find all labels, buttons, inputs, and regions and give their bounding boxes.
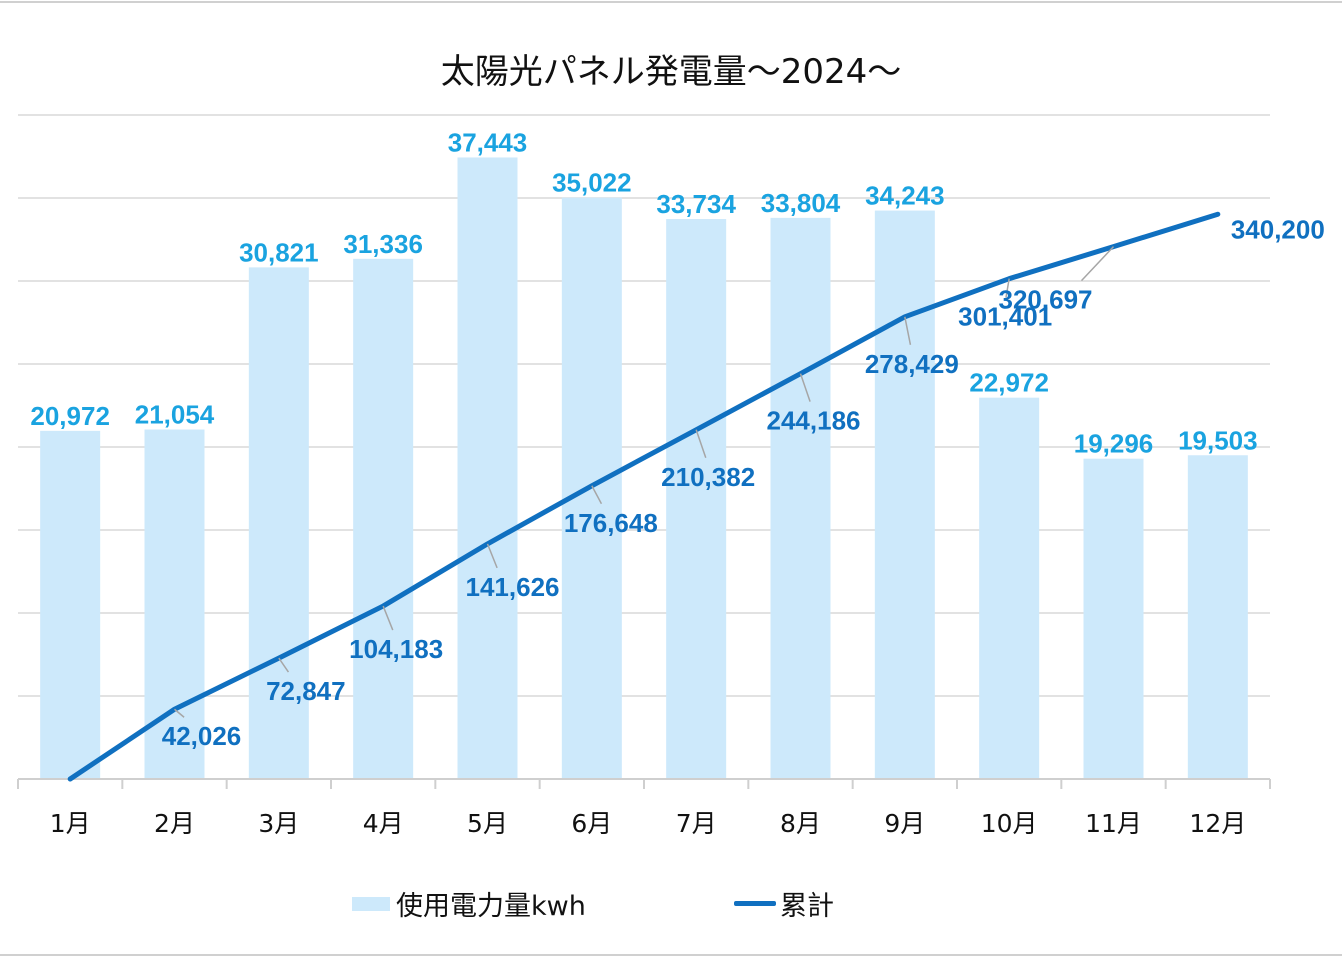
line-data-label: 72,847 [266,676,346,706]
leader-line [799,373,811,402]
bar-data-label: 21,054 [135,400,215,430]
bar-11月 [1083,458,1144,779]
bar-data-label: 22,972 [969,368,1049,398]
bar-data-label: 20,972 [30,401,110,431]
line-data-label: 278,429 [865,349,959,379]
legend-label-bar: 使用電力量kwh [396,891,586,922]
x-tick-label: 12月 [1189,809,1246,838]
line-data-label: 176,648 [564,508,658,538]
bar-5月 [457,157,518,780]
legend-item-line: 累計 [734,884,834,923]
bar-10月 [979,397,1040,779]
bar-data-label: 33,734 [656,189,736,219]
x-tick-label: 5月 [467,809,508,838]
bar-1月 [40,430,101,779]
leader-line [695,429,707,459]
line-data-label: 141,626 [466,572,560,602]
x-tick-label: 6月 [571,809,612,838]
x-tick-label: 10月 [981,809,1038,838]
bar-data-label: 35,022 [552,168,632,198]
bar-data-label: 19,296 [1074,429,1154,459]
line-data-label: 104,183 [349,634,443,664]
x-tick-label: 9月 [884,809,925,838]
bar-12月 [1187,455,1248,779]
bar-data-label: 31,336 [343,229,423,259]
bar-data-label: 33,804 [761,188,841,218]
line-data-label: 340,200 [1231,214,1325,244]
line-data-label: 244,186 [767,406,861,436]
cumulative-line [67,211,1221,782]
leader-line [382,605,394,631]
x-tick-label: 11月 [1085,809,1142,838]
leader-line [1080,246,1115,282]
bar-data-label: 37,443 [448,127,528,157]
leader-line [174,708,185,718]
x-tick-label: 1月 [50,809,91,838]
x-tick-label: 7月 [676,809,717,838]
bar-data-label: 34,243 [865,181,945,211]
x-tick-label: 8月 [780,809,821,838]
leader-line [1005,278,1010,298]
bar-data-label: 19,503 [1178,425,1258,455]
line-data-label: 42,026 [162,721,242,751]
bar-9月 [874,210,935,780]
x-tick-label: 4月 [363,809,404,838]
line-data-label: 301,401 [958,302,1052,332]
line-data-label: 210,382 [661,462,755,492]
leader-line [278,657,290,673]
bar-data-label: 30,821 [239,237,319,267]
legend-swatch-bar [352,896,390,911]
legend-swatch-line [734,901,776,906]
bar-3月 [248,267,309,779]
line-data-label: 320,697 [999,285,1093,315]
x-tick-label: 2月 [154,809,195,838]
bar-7月 [666,219,727,779]
chart-title: 太陽光パネル発電量～2024～ [440,52,902,92]
legend-item-bar: 使用電力量kwh [352,884,586,923]
leader-line [486,543,498,569]
bar-4月 [353,258,414,779]
x-tick-label: 3月 [258,809,299,838]
leader-line [904,316,912,345]
leader-line [591,485,603,505]
legend-label-line: 累計 [780,891,834,922]
bar-8月 [770,217,831,779]
